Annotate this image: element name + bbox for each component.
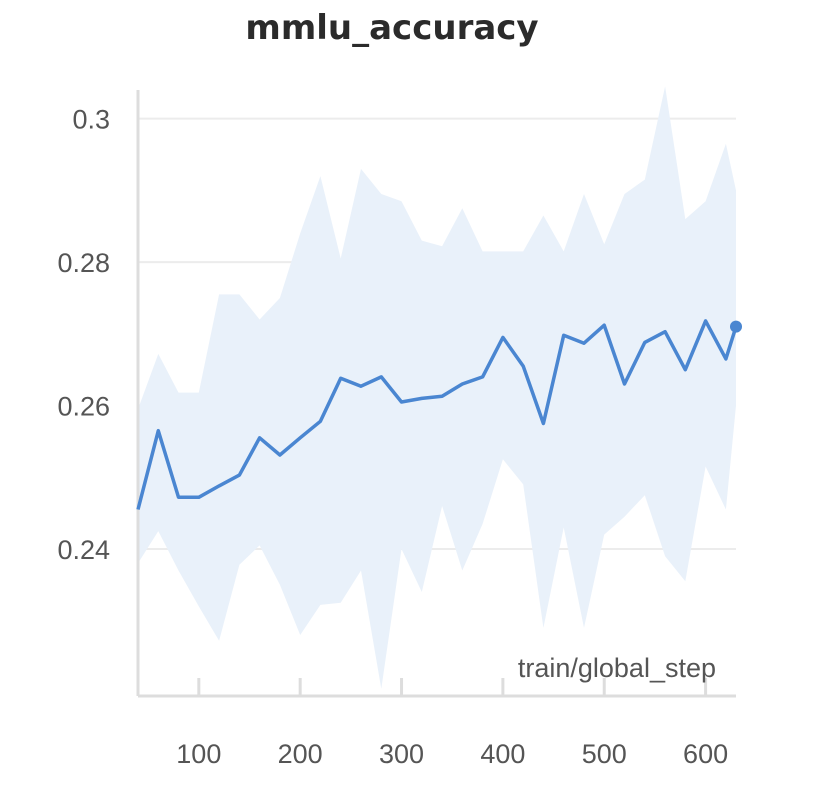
data-point <box>724 357 728 361</box>
data-point <box>541 421 545 425</box>
data-point <box>318 419 322 423</box>
y-tick-label: 0.24 <box>57 535 110 565</box>
data-point <box>278 453 282 457</box>
confidence-band <box>138 86 736 689</box>
data-point <box>400 400 404 404</box>
x-tick-label: 500 <box>582 739 627 769</box>
data-point <box>197 495 201 499</box>
data-point <box>258 436 262 440</box>
data-point <box>663 330 667 334</box>
y-tick-label: 0.26 <box>57 392 110 422</box>
series-line <box>136 319 738 510</box>
data-point <box>217 484 221 488</box>
data-point <box>562 333 566 337</box>
y-ticks: 0.24 0.26 0.28 0.3 <box>57 105 110 565</box>
data-point <box>460 382 464 386</box>
x-tick-label: 600 <box>683 739 728 769</box>
x-tick-label: 300 <box>379 739 424 769</box>
x-axis-label: train/global_step <box>518 653 716 683</box>
data-point <box>136 508 140 512</box>
data-point <box>339 376 343 380</box>
data-point <box>237 473 241 477</box>
chart-title: mmlu_accuracy <box>245 8 539 48</box>
data-point <box>177 495 181 499</box>
x-tick-label: 100 <box>176 739 221 769</box>
x-tick-label: 200 <box>278 739 323 769</box>
data-point <box>704 319 708 323</box>
data-point <box>643 340 647 344</box>
data-point <box>623 382 627 386</box>
data-point <box>379 375 383 379</box>
data-point <box>440 394 444 398</box>
data-point <box>156 429 160 433</box>
last-point-marker <box>730 320 742 333</box>
data-point <box>582 341 586 345</box>
data-point <box>602 323 606 327</box>
data-point <box>501 335 505 339</box>
data-point <box>298 436 302 440</box>
data-point <box>359 384 363 388</box>
y-tick-label: 0.28 <box>57 248 110 278</box>
series-points <box>136 319 742 512</box>
x-ticks: 100 200 300 400 500 600 <box>176 678 728 769</box>
data-point <box>521 364 525 368</box>
data-point <box>420 396 424 400</box>
y-tick-label: 0.3 <box>72 105 110 135</box>
data-point <box>481 375 485 379</box>
data-point <box>683 368 687 372</box>
x-tick-label: 400 <box>480 739 525 769</box>
